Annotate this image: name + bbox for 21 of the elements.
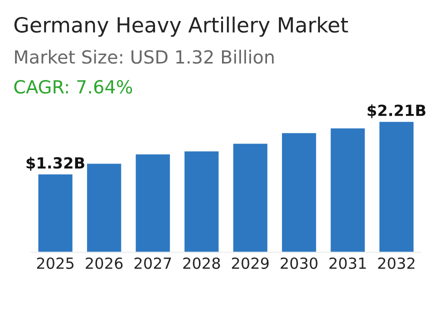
- data-label: $1.32B: [26, 156, 84, 171]
- data-label: $2.21B: [368, 104, 426, 118]
- bar: [233, 144, 268, 252]
- text: CAGR: 7.64%: [14, 80, 132, 94]
- bar: [184, 151, 219, 252]
- x-tick-label: 2026: [86, 257, 123, 270]
- x-tick-label: 2027: [134, 257, 171, 270]
- x-tick-label: 2025: [37, 257, 74, 270]
- x-tick-label: 2032: [378, 257, 414, 270]
- chart-subtitle: Market Size: USD 1.32 Billion: [15, 50, 274, 64]
- x-tick-label: 2031: [329, 257, 366, 270]
- bar: [282, 133, 316, 252]
- bar: [87, 164, 122, 252]
- bar: [136, 154, 170, 252]
- x-tick-label: 2029: [232, 257, 269, 270]
- chart-title: Germany Heavy Artillery Market: [14, 16, 348, 37]
- bar: [330, 128, 365, 252]
- x-tick-label: 2028: [183, 257, 220, 270]
- bar: [379, 122, 414, 252]
- bar: [38, 174, 72, 252]
- x-tick-label: 2030: [280, 257, 318, 270]
